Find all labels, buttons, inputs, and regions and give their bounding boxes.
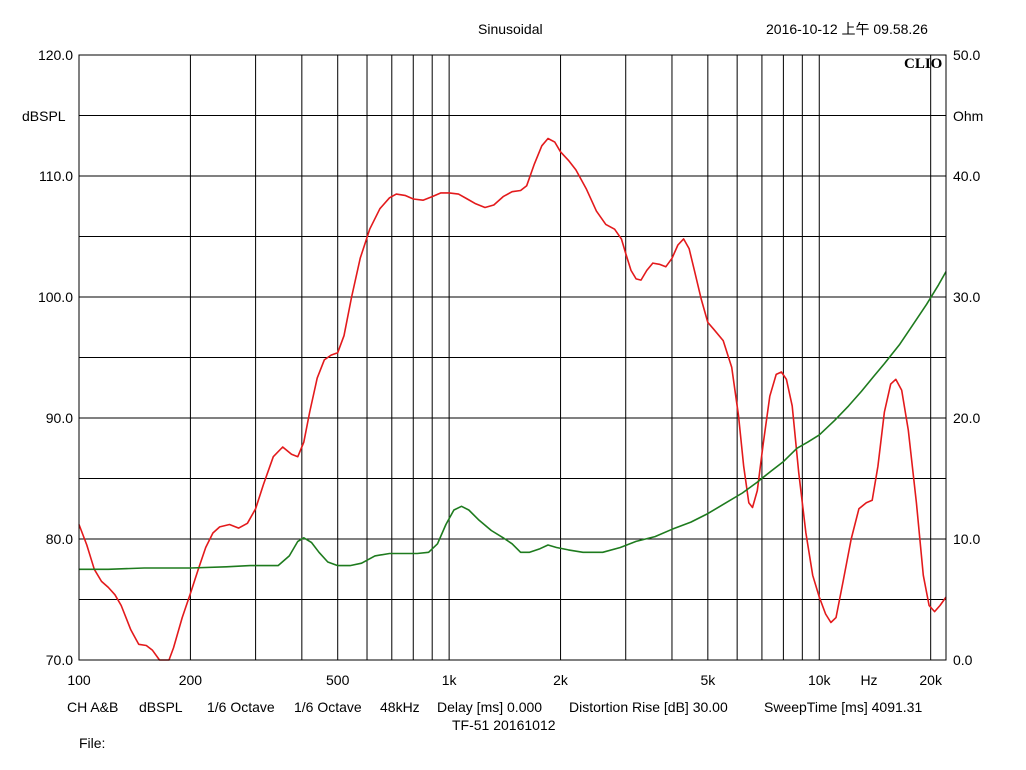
x-tick-label: 200 bbox=[179, 672, 203, 688]
y2-axis-label: Ohm bbox=[953, 108, 984, 124]
chart-title: Sinusoidal bbox=[478, 21, 543, 37]
footer-distortion: Distortion Rise [dB] 30.00 bbox=[569, 699, 728, 715]
y2-tick-label: 10.0 bbox=[953, 531, 980, 547]
y-tick-label: 100.0 bbox=[38, 289, 73, 305]
x-tick-label: 10k bbox=[808, 672, 832, 688]
y-tick-label: 120.0 bbox=[38, 47, 73, 63]
y-axis-label: dBSPL bbox=[22, 108, 66, 124]
y-tick-label: 90.0 bbox=[46, 410, 73, 426]
y2-tick-label: 30.0 bbox=[953, 289, 980, 305]
grid bbox=[79, 55, 946, 660]
impedance-line bbox=[79, 271, 947, 571]
footer-delay: Delay [ms] 0.000 bbox=[437, 699, 543, 715]
x-axis-label: Hz bbox=[860, 672, 877, 688]
plot-frame bbox=[78, 54, 947, 661]
x-tick-label: 5k bbox=[700, 672, 716, 688]
tick-labels: 100 200 500 1k 2k 5k 10k 20k Hz 70.0 80.0 90.0 100.0… bbox=[38, 47, 981, 688]
footer-rate: 48kHz bbox=[380, 699, 420, 715]
x-tick-label: 20k bbox=[919, 672, 943, 688]
x-tick-label: 100 bbox=[67, 672, 91, 688]
x-tick-label: 500 bbox=[326, 672, 350, 688]
y-tick-label: 110.0 bbox=[39, 168, 73, 184]
y2-tick-label: 0.0 bbox=[953, 652, 973, 668]
series-group bbox=[78, 137, 947, 661]
y-tick-label: 70.0 bbox=[46, 652, 73, 668]
y2-tick-label: 50.0 bbox=[953, 47, 980, 63]
footer-channel: CH A&B bbox=[67, 699, 119, 715]
timestamp: 2016-10-12 上午 09.58.26 bbox=[766, 21, 928, 37]
footer-sweep: SweepTime [ms] 4091.31 bbox=[764, 699, 923, 715]
spl-line bbox=[78, 137, 947, 661]
y2-tick-label: 40.0 bbox=[953, 168, 980, 184]
footer-unit: dBSPL bbox=[139, 699, 183, 715]
footer-device: TF-51 20161012 bbox=[452, 717, 556, 733]
y2-tick-label: 20.0 bbox=[953, 410, 980, 426]
y-tick-label: 80.0 bbox=[46, 531, 73, 547]
footer-smoothing-1: 1/6 Octave bbox=[207, 699, 275, 715]
x-tick-label: 2k bbox=[553, 672, 569, 688]
footer-smoothing-2: 1/6 Octave bbox=[294, 699, 362, 715]
file-label: File: bbox=[79, 735, 106, 751]
x-tick-label: 1k bbox=[442, 672, 458, 688]
clio-logo: CLIO bbox=[904, 56, 943, 72]
